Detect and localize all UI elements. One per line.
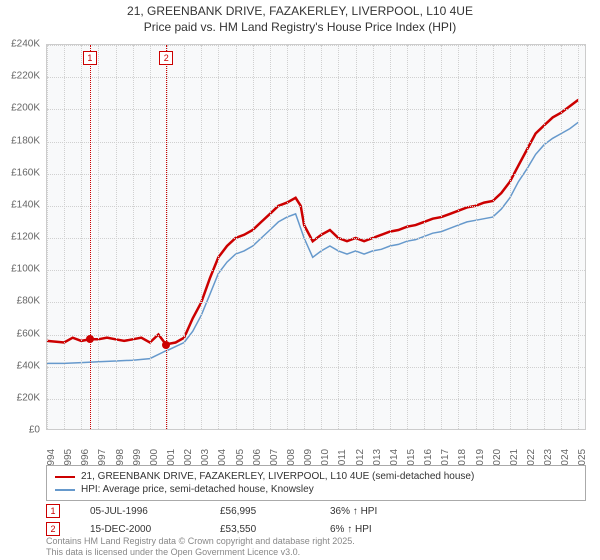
y-tick-label: £20K [17,392,40,403]
footer: Contains HM Land Registry data © Crown c… [46,536,355,558]
marker-dot [86,335,94,343]
grid-line-v [218,45,219,429]
event-price: £56,995 [220,506,300,517]
event-date: 05-JUL-1996 [90,506,190,517]
footer-line-1: Contains HM Land Registry data © Crown c… [46,536,355,547]
grid-line-h [47,206,585,207]
grid-line-v [390,45,391,429]
grid-line-v [544,45,545,429]
grid-line-v [510,45,511,429]
grid-line-v [150,45,151,429]
legend-swatch [55,489,75,491]
grid-line-v [98,45,99,429]
grid-line-v [304,45,305,429]
grid-line-h [47,238,585,239]
grid-line-h [47,142,585,143]
y-tick-label: £160K [11,167,40,178]
legend-item: HPI: Average price, semi-detached house,… [55,483,577,496]
grid-line-v [133,45,134,429]
grid-line-h [47,399,585,400]
grid-line-v [116,45,117,429]
y-tick-label: £140K [11,199,40,210]
marker-label: 1 [83,51,97,65]
series-line-0 [47,100,578,345]
y-tick-label: £120K [11,232,40,243]
legend-swatch [55,476,75,478]
grid-line-h [47,109,585,110]
y-tick-label: £100K [11,264,40,275]
y-axis: £0£20K£40K£60K£80K£100K£120K£140K£160K£1… [0,44,44,430]
grid-line-v [527,45,528,429]
grid-line-h [47,367,585,368]
grid-line-v [476,45,477,429]
marker-label: 2 [159,51,173,65]
grid-line-v [441,45,442,429]
grid-line-v [373,45,374,429]
grid-line-v [578,45,579,429]
grid-line-v [458,45,459,429]
event-marker: 1 [46,504,60,518]
chart-container: 21, GREENBANK DRIVE, FAZAKERLEY, LIVERPO… [0,0,600,560]
chart-titles: 21, GREENBANK DRIVE, FAZAKERLEY, LIVERPO… [0,0,600,35]
footer-line-2: This data is licensed under the Open Gov… [46,547,355,558]
marker-dot [162,341,170,349]
grid-line-v [64,45,65,429]
grid-line-v [338,45,339,429]
event-table: 1 05-JUL-1996 £56,995 36% ↑ HPI 2 15-DEC-2000… [46,502,586,538]
y-tick-label: £0 [29,425,40,436]
event-marker: 2 [46,522,60,536]
y-tick-label: £200K [11,103,40,114]
grid-line-v [253,45,254,429]
grid-line-v [321,45,322,429]
grid-line-v [407,45,408,429]
grid-line-h [47,335,585,336]
title-line-1: 21, GREENBANK DRIVE, FAZAKERLEY, LIVERPO… [0,4,600,20]
y-tick-label: £220K [11,71,40,82]
grid-line-h [47,270,585,271]
grid-line-v [270,45,271,429]
title-line-2: Price paid vs. HM Land Registry's House … [0,20,600,36]
legend: 21, GREENBANK DRIVE, FAZAKERLEY, LIVERPO… [46,465,586,501]
chart-svg [47,45,585,429]
grid-line-v [561,45,562,429]
event-price: £53,550 [220,524,300,535]
y-tick-label: £180K [11,135,40,146]
grid-line-v [424,45,425,429]
y-tick-label: £40K [17,360,40,371]
y-tick-label: £240K [11,39,40,50]
legend-label: 21, GREENBANK DRIVE, FAZAKERLEY, LIVERPO… [81,471,474,482]
grid-line-h [47,302,585,303]
grid-line-v [493,45,494,429]
legend-label: HPI: Average price, semi-detached house,… [81,484,314,495]
event-diff: 6% ↑ HPI [330,524,430,535]
grid-line-h [47,174,585,175]
grid-line-v [236,45,237,429]
grid-line-v [81,45,82,429]
event-row: 2 15-DEC-2000 £53,550 6% ↑ HPI [46,520,586,538]
grid-line-h [47,45,585,46]
event-row: 1 05-JUL-1996 £56,995 36% ↑ HPI [46,502,586,520]
legend-item: 21, GREENBANK DRIVE, FAZAKERLEY, LIVERPO… [55,470,577,483]
y-tick-label: £80K [17,296,40,307]
marker-vline [166,45,167,429]
grid-line-v [47,45,48,429]
grid-line-v [287,45,288,429]
x-axis: 1994199519961997199819992000200120022003… [46,432,586,462]
y-tick-label: £60K [17,328,40,339]
grid-line-v [184,45,185,429]
series-line-1 [47,122,578,363]
plot-area: 12 [46,44,586,430]
grid-line-h [47,77,585,78]
event-date: 15-DEC-2000 [90,524,190,535]
grid-line-v [356,45,357,429]
marker-vline [90,45,91,429]
grid-line-v [201,45,202,429]
event-diff: 36% ↑ HPI [330,506,430,517]
